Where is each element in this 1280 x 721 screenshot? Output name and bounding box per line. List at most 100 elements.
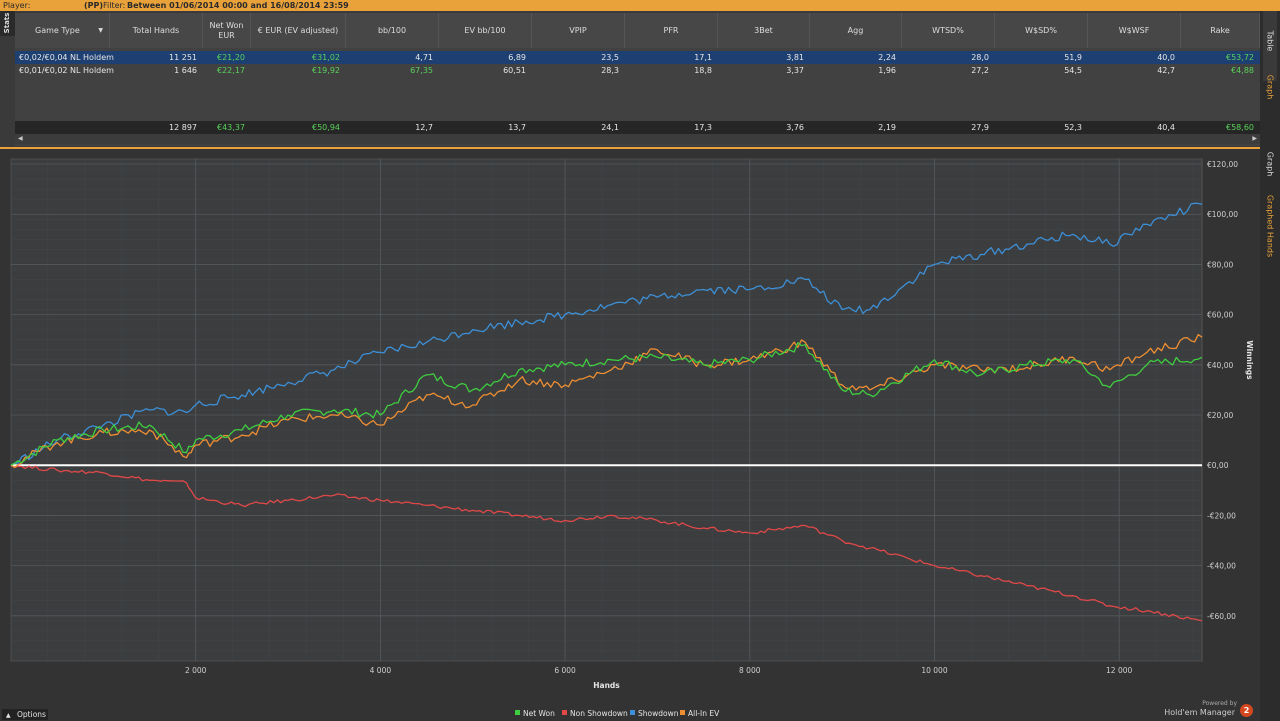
legend-label: Showdown xyxy=(638,709,679,718)
chart-legend: Net Won Non Showdown Showdown All-In EV xyxy=(0,708,1260,720)
filter-label: Filter: xyxy=(103,1,126,10)
y-tick-label: -€20,00 xyxy=(1207,511,1236,520)
player-site: (PP) xyxy=(84,1,104,10)
column-header[interactable]: VPIP xyxy=(532,13,625,48)
y-tick-label: -€60,00 xyxy=(1207,612,1236,621)
table-cell: 1 646 xyxy=(174,66,197,75)
table-cell: 28,0 xyxy=(971,53,989,62)
table-cell: 52,3 xyxy=(1064,123,1082,132)
legend-item[interactable]: Showdown xyxy=(630,708,678,720)
column-header[interactable]: Agg xyxy=(810,13,902,48)
x-tick-label: 8 000 xyxy=(739,666,761,675)
tab-graphed-hands[interactable]: Graphed Hands xyxy=(1265,194,1275,258)
right-tab-strip: Table Graph Graph Graphed Hands xyxy=(1260,11,1280,721)
scroll-left-icon[interactable]: ◀ xyxy=(18,135,23,142)
table-cell: 51,9 xyxy=(1064,53,1082,62)
table-cell: 3,81 xyxy=(786,53,804,62)
y-tick-label: €0,00 xyxy=(1207,461,1229,470)
column-header[interactable]: WTSD% xyxy=(902,13,995,48)
column-header[interactable]: bb/100 xyxy=(346,13,439,48)
scroll-right-icon[interactable]: ▶ xyxy=(1252,135,1257,142)
filter-value[interactable]: Between 01/06/2014 00:00 and 16/08/2014 … xyxy=(127,1,349,10)
table-cell: 42,7 xyxy=(1157,66,1175,75)
filter-bar: Player: (PP) Filter: Between 01/06/2014 … xyxy=(0,0,1280,11)
table-cell: €53,72 xyxy=(1226,53,1254,62)
column-header[interactable]: € EUR (EV adjusted) xyxy=(251,13,346,48)
x-axis-label: Hands xyxy=(593,681,620,690)
y-tick-label: €40,00 xyxy=(1207,361,1233,370)
brand-name: Hold'em Manager xyxy=(1164,708,1235,717)
y-tick-label: -€40,00 xyxy=(1207,562,1236,571)
legend-label: Net Won xyxy=(523,709,555,718)
column-header[interactable]: W$WSF xyxy=(1088,13,1181,48)
column-header[interactable]: PFR xyxy=(625,13,718,48)
table-cell: 4,71 xyxy=(415,53,433,62)
table-cell: 2,24 xyxy=(878,53,896,62)
table-cell: €58,60 xyxy=(1226,123,1254,132)
column-header[interactable]: W$SD% xyxy=(995,13,1088,48)
table-cell: 27,9 xyxy=(971,123,989,132)
column-header[interactable]: 3Bet xyxy=(718,13,810,48)
table-cell: 18,8 xyxy=(694,66,712,75)
y-tick-label: €120,00 xyxy=(1207,160,1238,169)
column-header[interactable]: EV bb/100 xyxy=(439,13,532,48)
column-header[interactable]: Game Type ▼ xyxy=(15,13,110,48)
legend-swatch xyxy=(630,710,635,715)
y-tick-label: €20,00 xyxy=(1207,411,1233,420)
x-tick-label: 6 000 xyxy=(554,666,576,675)
horizontal-scrollbar[interactable]: ◀ ▶ xyxy=(15,134,1260,144)
table-cell: 40,4 xyxy=(1157,123,1175,132)
table-cell: 13,7 xyxy=(508,123,526,132)
y-tick-label: €100,00 xyxy=(1207,210,1238,219)
x-tick-label: 12 000 xyxy=(1106,666,1132,675)
table-cell: €21,20 xyxy=(217,53,245,62)
player-label: Player: xyxy=(3,1,31,10)
y-axis-label: Winnings xyxy=(1245,340,1254,380)
table-cell: 67,35 xyxy=(410,66,433,75)
x-tick-label: 10 000 xyxy=(921,666,947,675)
column-header[interactable]: Rake xyxy=(1181,13,1260,48)
table-cell: 40,0 xyxy=(1157,53,1175,62)
table-cell: 27,2 xyxy=(971,66,989,75)
tab-graph-top[interactable]: Graph xyxy=(1265,74,1275,100)
x-tick-label: 4 000 xyxy=(370,666,392,675)
legend-item[interactable]: Net Won xyxy=(515,708,555,720)
table-row[interactable]: €0,02/€0,04 NL Holdem 11 251 €21,20 €31,02 4… xyxy=(15,51,1260,64)
stats-tab[interactable]: Stats xyxy=(0,11,15,36)
table-cell: €0,02/€0,04 NL Holdem xyxy=(19,53,114,62)
legend-item[interactable]: All-In EV xyxy=(680,708,719,720)
dropdown-arrow-icon[interactable]: ▼ xyxy=(98,26,103,34)
table-row[interactable]: €0,01/€0,02 NL Holdem 1 646 €22,17 €19,92 67… xyxy=(15,64,1260,77)
legend-label: Non Showdown xyxy=(570,709,628,718)
stats-tab-label: Stats xyxy=(3,12,11,34)
table-cell: 6,89 xyxy=(508,53,526,62)
powered-by-label: Powered by xyxy=(1202,700,1237,707)
table-cell: 11 251 xyxy=(169,53,197,62)
x-tick-label: 2 000 xyxy=(185,666,207,675)
table-cell: 2,19 xyxy=(878,123,896,132)
table-cell: 28,3 xyxy=(601,66,619,75)
winnings-graph: €120,00 €100,00 €80,00 €60,00 €40,00 €20,00 €0… xyxy=(0,149,1260,721)
table-cell: €43,37 xyxy=(217,123,245,132)
table-cell: 17,3 xyxy=(694,123,712,132)
tab-graph[interactable]: Graph xyxy=(1265,151,1275,177)
tab-table[interactable]: Table xyxy=(1265,30,1275,52)
section-divider[interactable] xyxy=(0,147,1260,149)
table-cell: 60,51 xyxy=(503,66,526,75)
table-cell: 3,37 xyxy=(786,66,804,75)
series-non-showdown xyxy=(10,464,1203,622)
legend-item[interactable]: Non Showdown xyxy=(562,708,628,720)
column-header[interactable]: Total Hands xyxy=(110,13,203,48)
hm2-logo-icon: 2 xyxy=(1240,704,1253,717)
table-cell: 3,76 xyxy=(786,123,804,132)
y-tick-label: €80,00 xyxy=(1207,260,1233,269)
table-cell: 54,5 xyxy=(1064,66,1082,75)
chevron-up-icon: ▲ xyxy=(6,712,11,719)
table-cell: 24,1 xyxy=(601,123,619,132)
options-button[interactable]: ▲ Options xyxy=(2,709,48,720)
y-tick-label: €60,00 xyxy=(1207,311,1233,320)
legend-label: All-In EV xyxy=(688,709,720,718)
table-cell: €0,01/€0,02 NL Holdem xyxy=(19,66,114,75)
column-header[interactable]: Net Won EUR xyxy=(203,13,251,48)
table-cell: 12,7 xyxy=(415,123,433,132)
